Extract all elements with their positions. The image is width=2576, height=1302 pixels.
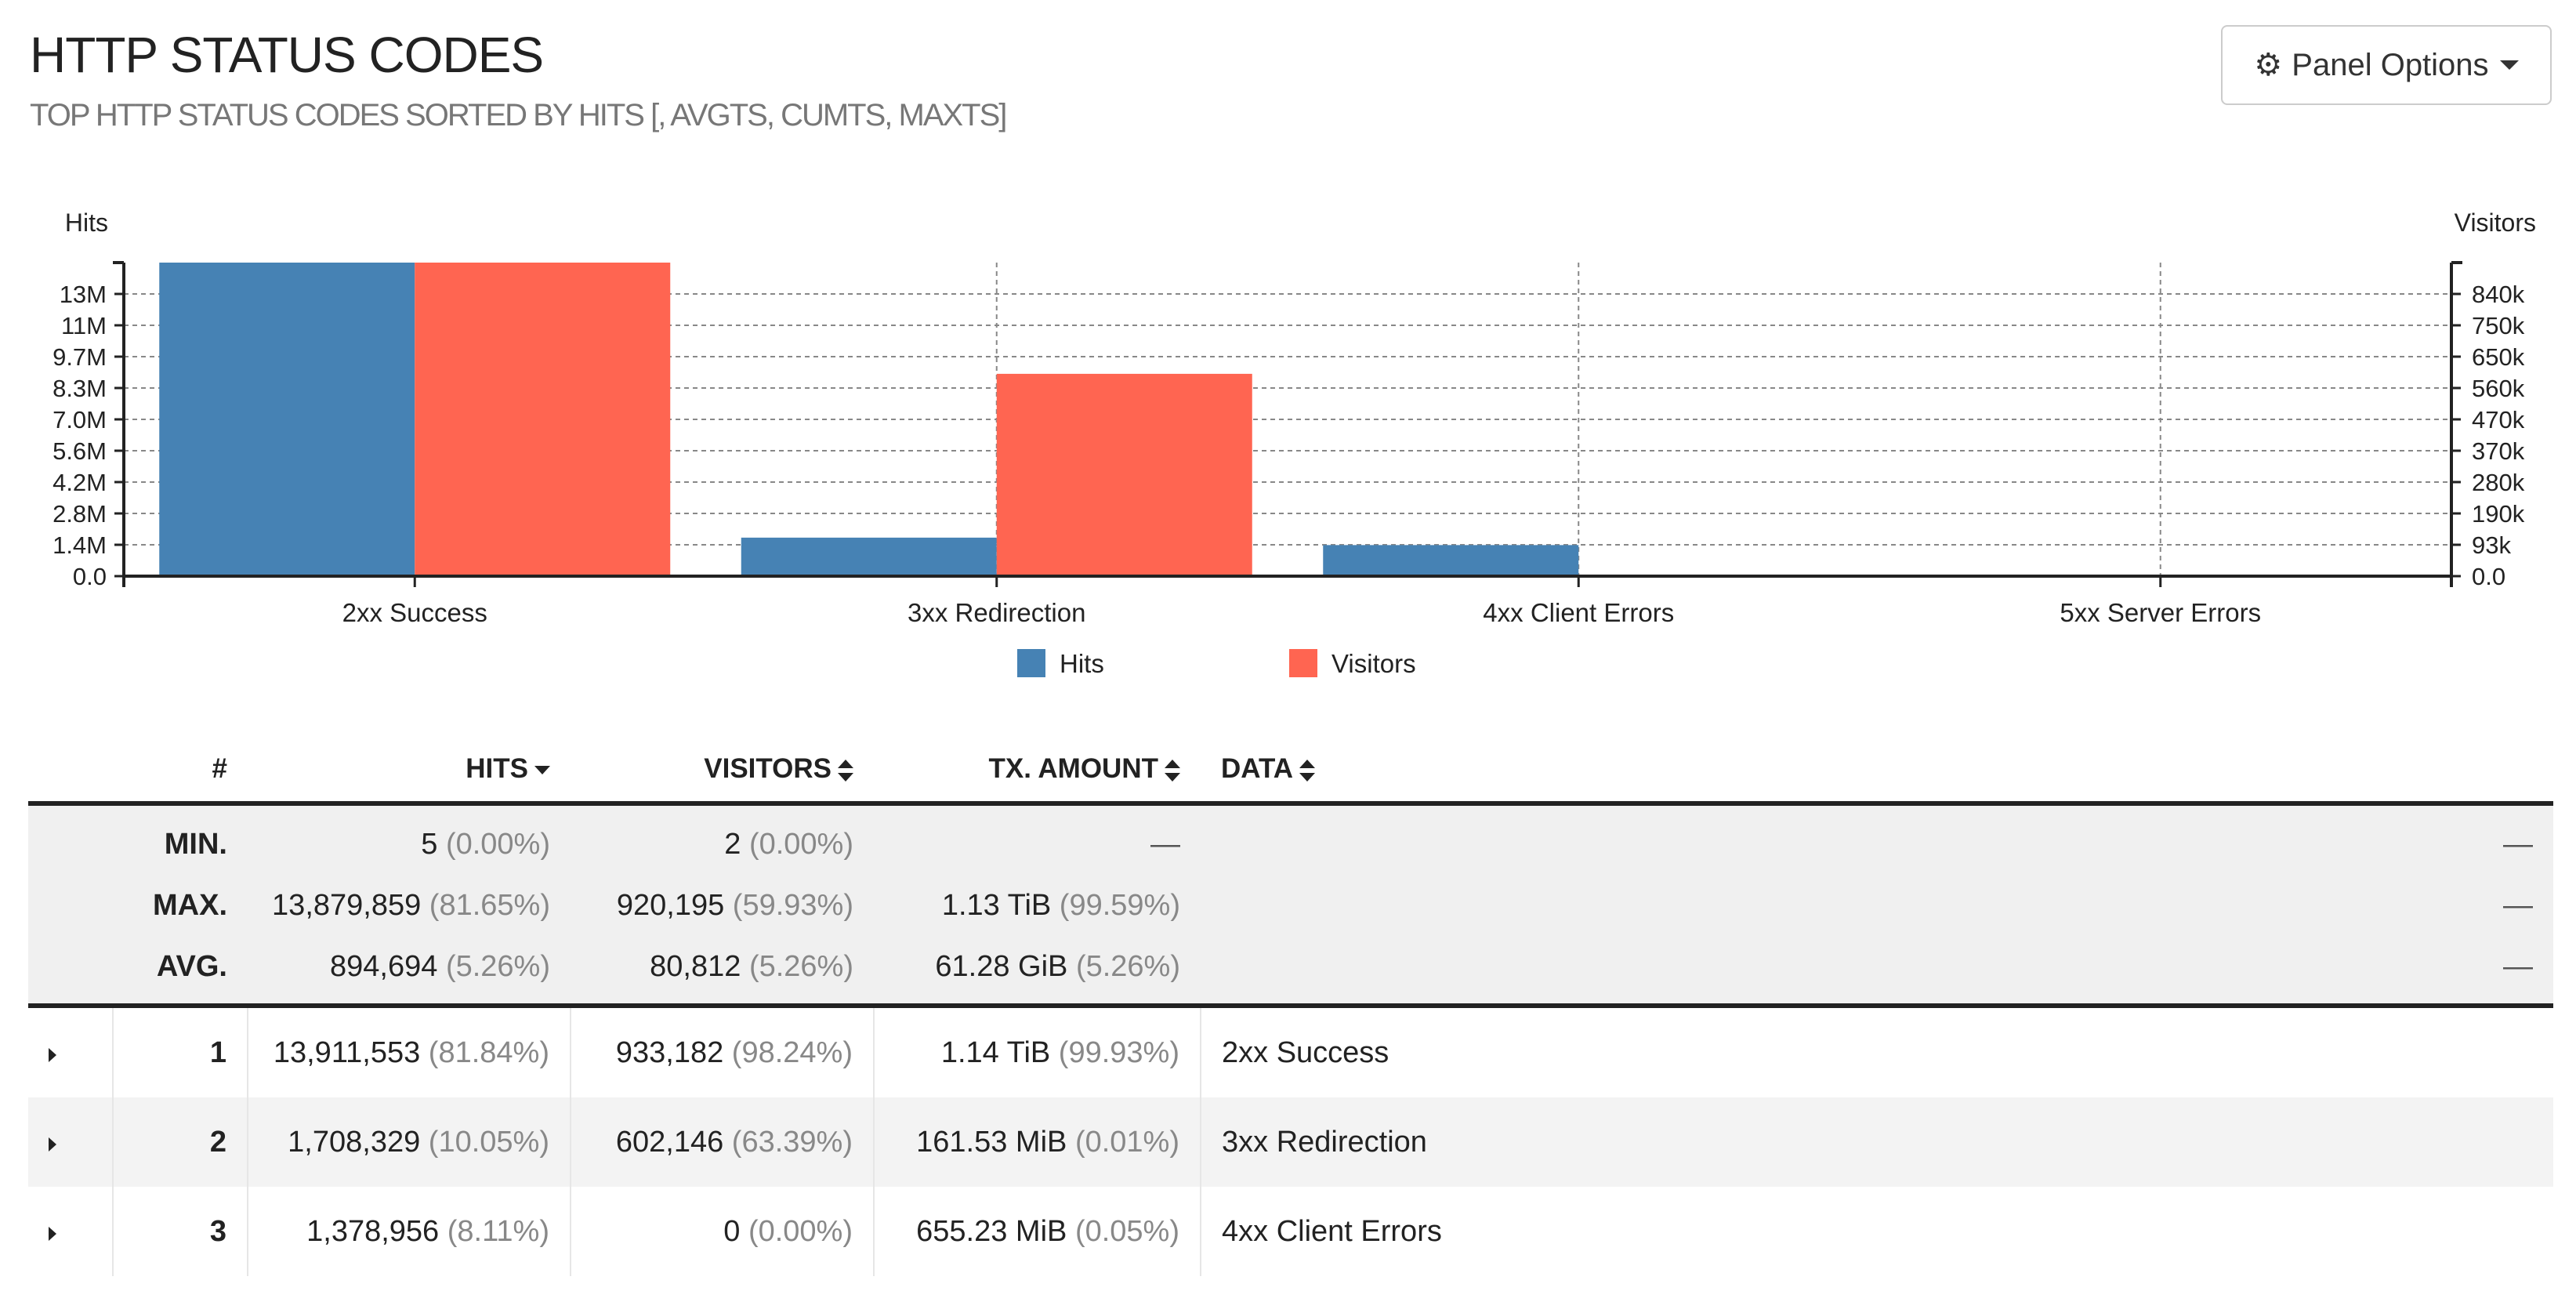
x-tick-label: 2xx Success (342, 598, 487, 627)
stat-tx: 61.28 GiB (5.26%) (874, 936, 1201, 1008)
row-data: 3xx Redirection (1201, 1097, 2553, 1187)
rank-header: # (113, 737, 248, 806)
row-rank: 3 (113, 1187, 248, 1276)
expander-header (28, 737, 113, 806)
left-tick-label: 11M (61, 312, 107, 339)
right-tick-label: 280k (2472, 469, 2525, 496)
panel-subtitle: TOP HTTP STATUS CODES SORTED BY HITS [, … (30, 98, 1007, 132)
stat-label: MIN. (113, 803, 248, 875)
legend-swatch (1289, 649, 1317, 677)
left-tick-label: 5.6M (53, 437, 107, 465)
row-visitors: 602,146 (63.39%) (571, 1097, 875, 1187)
x-tick-label: 3xx Redirection (908, 598, 1085, 627)
right-tick-label: 0.0 (2472, 563, 2505, 590)
expand-row-toggle[interactable] (28, 1006, 114, 1097)
table-row[interactable]: 1 13,911,553 (81.84%) 933,182 (98.24%) 1… (28, 1006, 2553, 1097)
right-tick-label: 840k (2472, 281, 2525, 308)
bar-hits (741, 537, 997, 576)
bar-visitors (996, 373, 1252, 576)
caret-down-icon (2499, 60, 2519, 70)
right-tick-label: 190k (2472, 500, 2525, 528)
caret-right-icon (49, 1047, 56, 1062)
row-rank: 2 (113, 1097, 248, 1187)
row-tx: 1.14 TiB (99.93%) (874, 1006, 1201, 1097)
left-tick-label: 2.8M (53, 500, 107, 528)
stat-data: — (1201, 936, 2553, 1008)
expand-row-toggle[interactable] (28, 1097, 114, 1187)
right-tick-label: 470k (2472, 406, 2525, 433)
left-tick-label: 9.7M (53, 343, 107, 371)
panel-options-label: Panel Options (2292, 47, 2489, 82)
stat-tx: 1.13 TiB (99.59%) (874, 875, 1201, 936)
stat-hits: 5 (0.00%) (248, 803, 571, 875)
legend-swatch (1017, 649, 1045, 677)
right-axis-title: Visitors (2455, 209, 2536, 237)
stat-visitors: 80,812 (5.26%) (571, 936, 874, 1008)
caret-right-icon (49, 1137, 56, 1151)
x-tick-label: 4xx Client Errors (1483, 598, 1674, 627)
caret-right-icon (49, 1226, 56, 1241)
stat-row-avg: AVG. 894,694 (5.26%) 80,812 (5.26%) 61.2… (28, 936, 2553, 1008)
data-header[interactable]: DATA (1201, 737, 2553, 806)
row-hits: 1,708,329 (10.05%) (248, 1097, 571, 1187)
legend-label: Visitors (1331, 649, 1416, 678)
bar-visitors (415, 263, 671, 576)
sort-icon (1165, 759, 1180, 782)
hits-header[interactable]: HITS (248, 737, 571, 806)
right-tick-label: 650k (2472, 343, 2525, 371)
stat-hits: 13,879,859 (81.65%) (248, 875, 571, 936)
row-visitors: 933,182 (98.24%) (571, 1006, 875, 1097)
right-tick-label: 370k (2472, 437, 2525, 465)
row-hits: 1,378,956 (8.11%) (248, 1187, 571, 1276)
table-row[interactable]: 3 1,378,956 (8.11%) 0 (0.00%) 655.23 MiB… (28, 1187, 2553, 1276)
stat-hits: 894,694 (5.26%) (248, 936, 571, 1008)
legend-label: Hits (1060, 649, 1104, 678)
x-tick-label: 5xx Server Errors (2060, 598, 2261, 627)
status-codes-chart: 0.0 1.4M 2.8M 4.2M 5.6M 7.0M 8.3M 9.7M 11M 13M 0.0… (53, 209, 2536, 678)
table-header-row: # HITS VISITORS TX. AMOUNT DATA (28, 737, 2553, 806)
row-visitors: 0 (0.00%) (571, 1187, 875, 1276)
left-tick-label: 7.0M (53, 406, 107, 433)
stat-tx: — (874, 803, 1201, 875)
left-tick-label: 8.3M (53, 375, 107, 402)
visitors-header[interactable]: VISITORS (571, 737, 874, 806)
row-tx: 161.53 MiB (0.01%) (874, 1097, 1201, 1187)
row-data: 4xx Client Errors (1222, 1214, 1442, 1248)
right-tick-label: 560k (2472, 375, 2525, 402)
left-tick-label: 4.2M (53, 469, 107, 496)
row-rank: 1 (113, 1006, 248, 1097)
table-row[interactable]: 2 1,708,329 (10.05%) 602,146 (63.39%) 16… (28, 1097, 2553, 1187)
gear-icon: ⚙ (2254, 48, 2283, 82)
stat-data: — (1201, 875, 2553, 936)
stat-row-min: MIN. 5 (0.00%) 2 (0.00%) — — (28, 803, 2553, 875)
left-tick-label: 1.4M (53, 531, 107, 559)
sort-desc-icon (534, 766, 550, 775)
stat-row-max: MAX. 13,879,859 (81.65%) 920,195 (59.93%… (28, 875, 2553, 936)
left-tick-label: 13M (60, 281, 107, 308)
sort-icon (1299, 759, 1316, 782)
right-tick-label: 93k (2472, 531, 2511, 559)
left-axis-title: Hits (65, 209, 108, 237)
left-tick-label: 0.0 (73, 563, 107, 590)
panel-options-button[interactable]: ⚙ Panel Options (2221, 25, 2552, 105)
stat-visitors: 2 (0.00%) (571, 803, 874, 875)
stat-visitors: 920,195 (59.93%) (571, 875, 874, 936)
stat-label: AVG. (113, 936, 248, 1008)
expand-row-toggle[interactable] (28, 1187, 114, 1276)
panel-title: HTTP STATUS CODES (30, 27, 544, 83)
bar-hits (1323, 545, 1579, 576)
bar-hits (159, 263, 415, 576)
sort-icon (838, 759, 853, 782)
right-tick-label: 750k (2472, 312, 2525, 339)
stat-data: — (1201, 803, 2553, 875)
stat-label: MAX. (113, 875, 248, 936)
row-tx: 655.23 MiB (0.05%) (874, 1187, 1201, 1276)
tx-amount-header[interactable]: TX. AMOUNT (874, 737, 1201, 806)
row-hits: 13,911,553 (81.84%) (248, 1006, 571, 1097)
row-data: 2xx Success (1222, 1035, 1389, 1069)
status-codes-table: # HITS VISITORS TX. AMOUNT DATA MIN. 5 (… (28, 737, 2553, 1276)
